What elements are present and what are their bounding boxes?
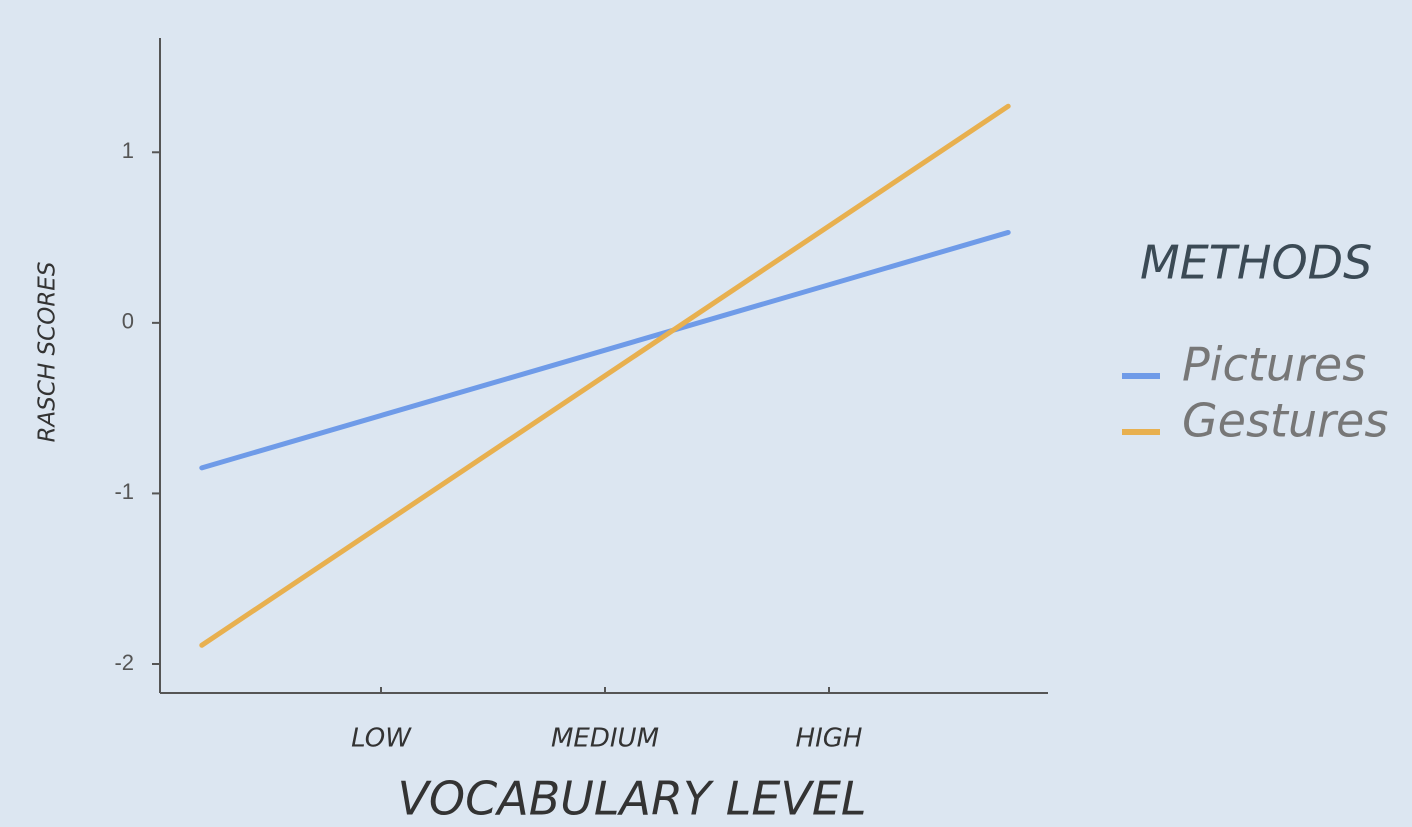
x-axis-title: VOCABULARY LEVEL <box>397 772 866 826</box>
y-tick-label: 0 <box>122 309 134 334</box>
y-tick-label: -2 <box>114 650 134 675</box>
y-tick-label: 1 <box>122 138 134 163</box>
series-line <box>199 229 1011 471</box>
legend-entry: Gestures <box>1182 394 1388 448</box>
legend-title: METHODS <box>1140 236 1372 290</box>
x-tick-label: MEDIUM <box>551 724 659 754</box>
series-line <box>199 103 1011 648</box>
legend-entry: Pictures <box>1182 338 1366 392</box>
x-tick-label: HIGH <box>796 724 863 754</box>
y-axis-title: RASCH SCORES <box>35 262 61 443</box>
x-tick-label: LOW <box>351 724 412 754</box>
y-tick-label: -1 <box>114 479 134 504</box>
